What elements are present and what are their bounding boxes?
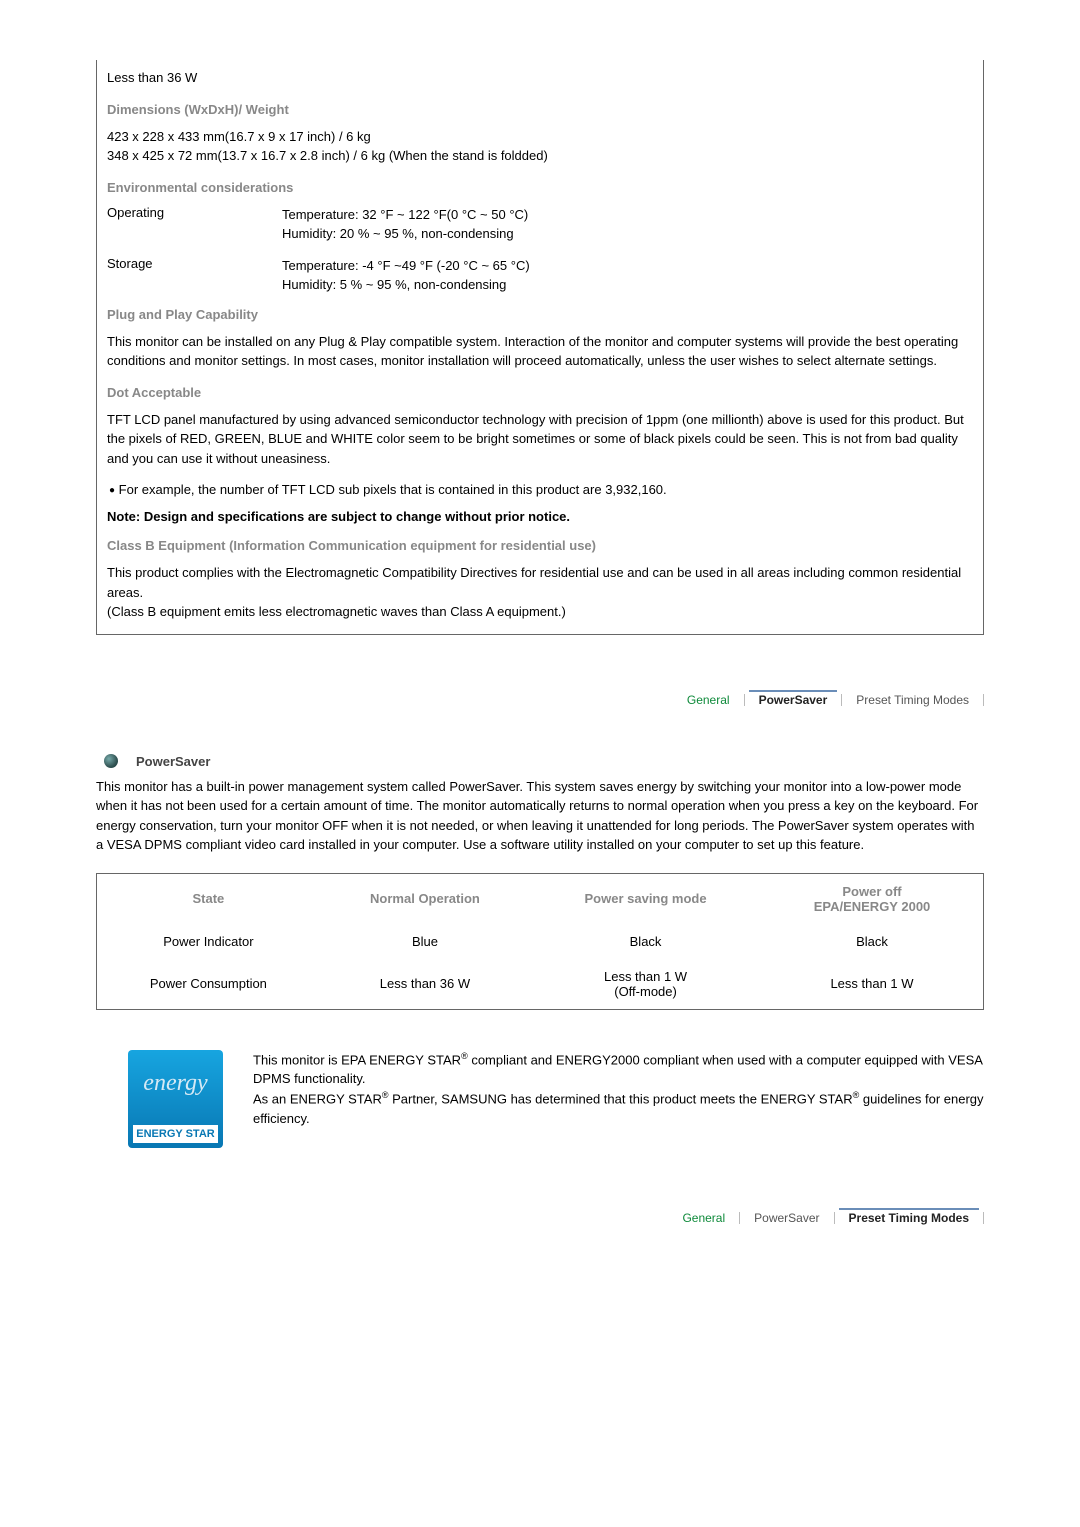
storage-value: Temperature: -4 °F ~49 °F (-20 °C ~ 65 °…	[282, 256, 530, 295]
th-saving: Power saving mode	[530, 873, 761, 924]
spec-box: Less than 36 W Dimensions (WxDxH)/ Weigh…	[96, 60, 984, 635]
energy-star-row: energy ENERGY STAR This monitor is EPA E…	[96, 1050, 984, 1148]
tab-preset-label-2: Preset Timing Modes	[849, 1211, 969, 1225]
table-header-row: State Normal Operation Power saving mode…	[97, 873, 984, 924]
dot-bullet-text: For example, the number of TFT LCD sub p…	[119, 482, 667, 497]
energy-star-logo: energy ENERGY STAR	[128, 1050, 223, 1148]
td-consumption-saving: Less than 1 W(Off-mode)	[530, 959, 761, 1010]
classb-line2: (Class B equipment emits less electromag…	[107, 604, 566, 619]
powersaver-title: PowerSaver	[136, 754, 210, 769]
td-indicator-saving: Black	[530, 924, 761, 959]
tab-general[interactable]: General	[673, 693, 744, 709]
td-indicator-off: Black	[761, 924, 984, 959]
tab-preset-2[interactable]: Preset Timing Modes	[835, 1211, 983, 1227]
classb-text: This product complies with the Electroma…	[107, 563, 973, 622]
td-indicator-normal: Blue	[320, 924, 530, 959]
storage-humidity: Humidity: 5 % ~ 95 %, non-condensing	[282, 277, 506, 292]
classb-heading: Class B Equipment (Information Communica…	[107, 538, 973, 553]
tab-underline	[839, 1208, 979, 1210]
table-row: Power Consumption Less than 36 W Less th…	[97, 959, 984, 1010]
tab-underline	[749, 690, 838, 692]
energy-star-text: ENERGY STAR	[133, 1125, 218, 1143]
storage-temp: Temperature: -4 °F ~49 °F (-20 °C ~ 65 °…	[282, 258, 530, 273]
dot-heading: Dot Acceptable	[107, 385, 973, 400]
energy-script: energy	[128, 1070, 223, 1097]
powersaver-section: PowerSaver This monitor has a built-in p…	[96, 754, 984, 1148]
classb-line1: This product complies with the Electroma…	[107, 565, 961, 600]
td-indicator-label: Power Indicator	[97, 924, 320, 959]
spec-note: Note: Design and specifications are subj…	[107, 509, 973, 524]
plug-text: This monitor can be installed on any Plu…	[107, 332, 973, 371]
tab-powersaver-2[interactable]: PowerSaver	[740, 1211, 833, 1227]
tab-bar-1: General PowerSaver Preset Timing Modes	[296, 685, 984, 709]
th-normal: Normal Operation	[320, 873, 530, 924]
tab-separator	[983, 1212, 984, 1224]
dim-line1: 423 x 228 x 433 mm(16.7 x 9 x 17 inch) /…	[107, 129, 371, 144]
env-storage-row: Storage Temperature: -4 °F ~49 °F (-20 °…	[107, 256, 973, 295]
tab-powersaver[interactable]: PowerSaver	[745, 693, 842, 709]
storage-label: Storage	[107, 256, 282, 295]
operating-humidity: Humidity: 20 % ~ 95 %, non-condensing	[282, 226, 514, 241]
dim-line2: 348 x 425 x 72 mm(13.7 x 16.7 x 2.8 inch…	[107, 148, 548, 163]
dimensions-text: 423 x 228 x 433 mm(16.7 x 9 x 17 inch) /…	[107, 127, 973, 166]
th-state: State	[97, 873, 320, 924]
energy-t2b: Partner, SAMSUNG has determined that thi…	[388, 1091, 852, 1106]
tab-powersaver-label: PowerSaver	[759, 693, 828, 707]
power-table: State Normal Operation Power saving mode…	[96, 873, 984, 1010]
tab-general-2[interactable]: General	[668, 1211, 739, 1227]
dot-text: TFT LCD panel manufactured by using adva…	[107, 410, 973, 469]
reg-mark: ®	[461, 1051, 468, 1061]
tab-general-label: General	[687, 693, 730, 707]
energy-t1a: This monitor is EPA ENERGY STAR	[253, 1052, 461, 1067]
env-operating-row: Operating Temperature: 32 °F ~ 122 °F(0 …	[107, 205, 973, 244]
energy-t2a: As an ENERGY STAR	[253, 1091, 382, 1106]
plug-heading: Plug and Play Capability	[107, 307, 973, 322]
dimensions-heading: Dimensions (WxDxH)/ Weight	[107, 102, 973, 117]
tab-powersaver-label-2: PowerSaver	[754, 1211, 819, 1225]
energy-text: This monitor is EPA ENERGY STAR® complia…	[253, 1050, 984, 1148]
tab-preset[interactable]: Preset Timing Modes	[842, 693, 983, 709]
td-consumption-normal: Less than 36 W	[320, 959, 530, 1010]
tab-preset-label: Preset Timing Modes	[856, 693, 969, 707]
power-value: Less than 36 W	[107, 68, 973, 88]
th-poweroff: Power offEPA/ENERGY 2000	[761, 873, 984, 924]
operating-temp: Temperature: 32 °F ~ 122 °F(0 °C ~ 50 °C…	[282, 207, 528, 222]
table-row: Power Indicator Blue Black Black	[97, 924, 984, 959]
env-heading: Environmental considerations	[107, 180, 973, 195]
operating-value: Temperature: 32 °F ~ 122 °F(0 °C ~ 50 °C…	[282, 205, 528, 244]
section-title-row: PowerSaver	[96, 754, 984, 769]
operating-label: Operating	[107, 205, 282, 244]
td-consumption-label: Power Consumption	[97, 959, 320, 1010]
tab-general-label-2: General	[682, 1211, 725, 1225]
tab-bar-2: General PowerSaver Preset Timing Modes	[296, 1203, 984, 1227]
bullet-icon: ●	[109, 485, 115, 496]
dot-bullet-row: ● For example, the number of TFT LCD sub…	[107, 482, 973, 497]
td-consumption-off: Less than 1 W	[761, 959, 984, 1010]
tab-separator	[983, 694, 984, 706]
powersaver-para: This monitor has a built-in power manage…	[96, 777, 984, 855]
ball-icon	[104, 754, 118, 768]
